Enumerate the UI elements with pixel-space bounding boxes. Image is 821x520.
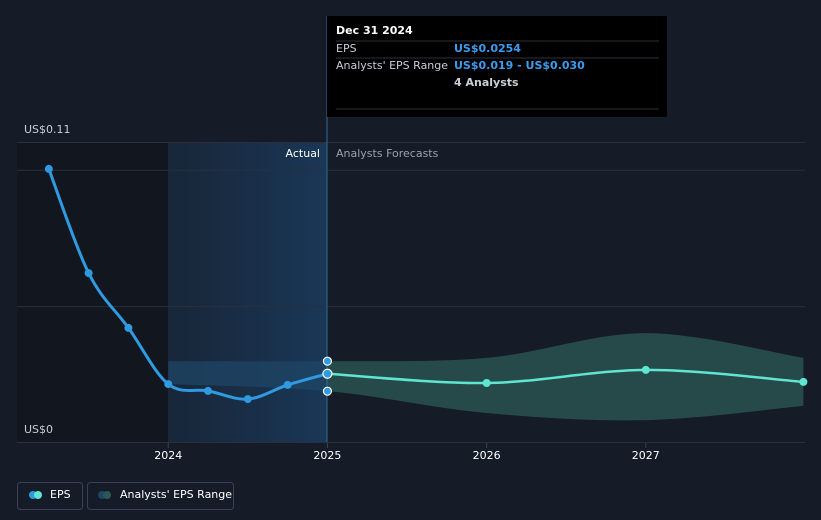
tooltip-range-label: Analysts' EPS Range <box>336 59 448 72</box>
actual-region <box>168 143 327 442</box>
tooltip-eps-label: EPS <box>336 42 357 55</box>
range-point <box>322 386 333 396</box>
y-tick-label: US$0.11 <box>24 123 71 136</box>
range-point <box>322 356 333 366</box>
x-tick-label: 2024 <box>154 449 182 462</box>
x-tick-label: 2025 <box>313 449 341 462</box>
legend-label: EPS <box>50 488 71 501</box>
eps-point <box>164 380 173 389</box>
eps-point <box>44 164 53 173</box>
legend-label: Analysts' EPS Range <box>120 488 232 501</box>
tooltip-box <box>327 16 667 117</box>
forecast-point <box>641 365 650 374</box>
x-tick-label: 2027 <box>632 449 660 462</box>
eps-point <box>204 386 213 395</box>
eps-point <box>283 380 292 389</box>
forecast-point <box>799 377 808 386</box>
y-tick-label: US$0 <box>24 423 53 436</box>
eps-point <box>322 368 333 379</box>
legend: EPS Analysts' EPS Range <box>17 482 234 510</box>
legend-box[interactable] <box>87 482 234 510</box>
forecast-line <box>327 368 804 385</box>
legend-icon <box>34 491 42 499</box>
legend-box[interactable] <box>17 482 83 510</box>
eps-point <box>243 395 252 404</box>
tooltip-range-value: US$0.019 - US$0.030 <box>454 59 585 72</box>
eps-point <box>124 323 133 332</box>
tooltip: Dec 31 2024 EPS US$0.0254 Analysts' EPS … <box>327 16 667 117</box>
tooltip-date: Dec 31 2024 <box>336 24 413 37</box>
forecast-point <box>482 379 491 387</box>
tooltip-eps-value: US$0.0254 <box>454 42 521 55</box>
actual-label: Actual <box>286 147 320 160</box>
older-region <box>17 143 168 442</box>
tooltip-analysts: 4 Analysts <box>454 76 519 89</box>
forecast-label: Analysts Forecasts <box>336 147 439 160</box>
x-tick-label: 2026 <box>473 449 501 462</box>
legend-icon <box>103 491 111 499</box>
eps-point <box>84 269 93 278</box>
